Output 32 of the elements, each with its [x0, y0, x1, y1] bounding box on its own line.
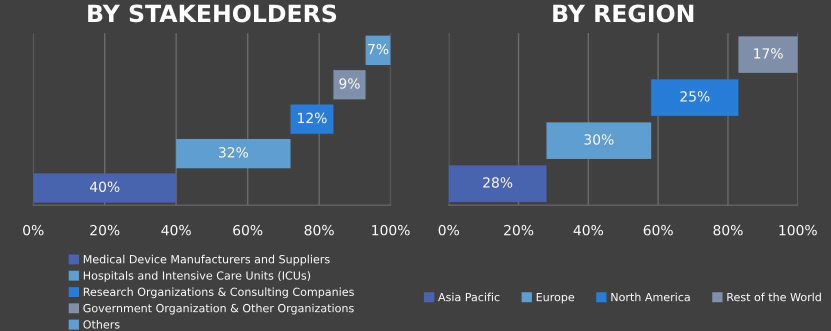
legend-label: Asia Pacific — [438, 292, 500, 302]
x-tick-label: 100% — [779, 224, 817, 236]
legend-label: North America — [611, 292, 690, 302]
x-tick-label: 20% — [90, 224, 120, 236]
x-tick-label: 40% — [574, 224, 604, 236]
chart-title: BY STAKEHOLDERS — [88, 4, 336, 22]
data-label: 25% — [680, 91, 710, 102]
x-tick-label: 40% — [161, 224, 191, 236]
x-tick-label: 0% — [438, 224, 459, 236]
x-tick-label: 100% — [372, 224, 410, 236]
data-label: 32% — [218, 147, 248, 158]
legend-label: Europe — [536, 293, 574, 304]
x-tick-label: 80% — [713, 224, 743, 236]
legend-label: Research Organizations & Consulting Companies — [84, 287, 354, 298]
legend-label: Rest of the World — [727, 292, 821, 302]
data-label: 30% — [584, 134, 614, 145]
x-tick-label: 60% — [233, 224, 262, 236]
data-label: 28% — [483, 177, 512, 188]
data-label: 7% — [368, 44, 388, 54]
legend-label: Others — [83, 320, 120, 329]
x-tick-label: 0% — [23, 224, 44, 236]
data-label: 17% — [754, 48, 783, 59]
x-tick-label: 20% — [504, 224, 534, 236]
x-tick-label: 80% — [304, 224, 334, 236]
data-label: 9% — [339, 78, 360, 89]
legend-label: Hospitals and Intensive Care Units (ICUs) — [84, 271, 310, 282]
chart-title: BY REGION — [553, 4, 694, 22]
legend-label: Government Organization & Other Organizations — [83, 304, 354, 314]
data-label: 40% — [90, 182, 120, 192]
data-label: 12% — [298, 112, 327, 124]
x-tick-label: 60% — [644, 224, 673, 236]
legend-label: Medical Device Manufacturers and Suppliers — [84, 254, 330, 266]
